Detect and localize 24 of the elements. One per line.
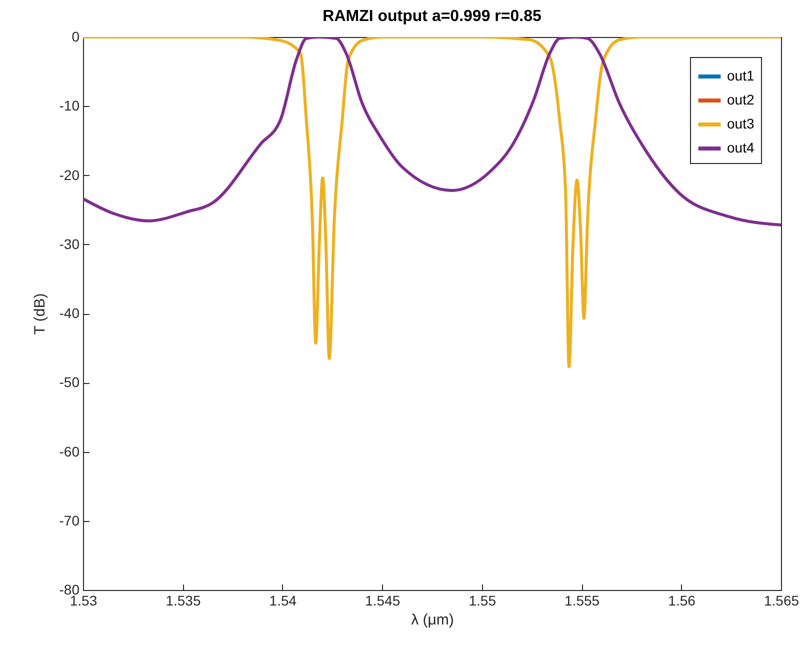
chart-title: RAMZI output a=0.999 r=0.85 (322, 8, 542, 25)
x-tick-label: 1.535 (166, 592, 201, 608)
y-tick-label: 0 (72, 28, 80, 44)
x-tick-label: 1.55 (468, 592, 496, 608)
y-tick-label: -10 (59, 98, 80, 114)
y-tick-label: -50 (59, 374, 80, 390)
x-tick-label: 1.56 (668, 592, 696, 608)
line-series (83, 37, 781, 368)
x-tick-label: 1.54 (269, 592, 297, 608)
y-tick-label: -40 (59, 305, 80, 321)
x-tick-label: 1.545 (365, 592, 400, 608)
y-axis-title: T (dB) (31, 293, 48, 335)
y-tick-label: -20 (59, 166, 80, 183)
legend-label: out1 (727, 68, 754, 84)
y-tick-label: -60 (59, 443, 80, 460)
line-series (83, 37, 781, 227)
y-tick-label: -70 (59, 512, 80, 528)
legend-label: out2 (727, 92, 754, 108)
legend-label: out4 (727, 140, 754, 156)
x-tick-label: 1.555 (564, 592, 600, 608)
legend-label: out3 (727, 116, 754, 132)
x-tick-label: 1.565 (764, 592, 800, 608)
x-axis-title: λ (μm) (411, 612, 454, 628)
y-tick-label: -30 (59, 236, 80, 252)
